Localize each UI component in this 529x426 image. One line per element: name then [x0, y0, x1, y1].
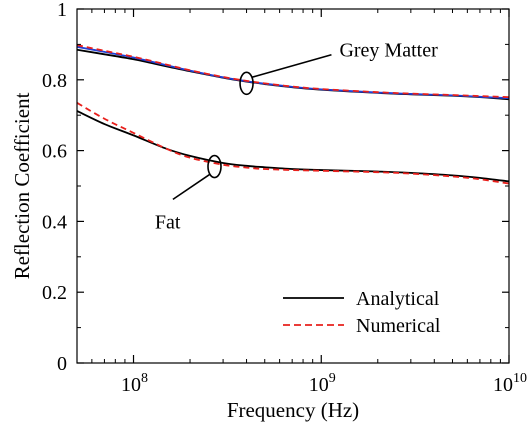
series-grey-matter-numerical	[76, 44, 510, 99]
annotation-leader-fat	[172, 173, 210, 201]
y-tick-label: 0.2	[42, 282, 67, 304]
y-tick-label: 0.4	[42, 211, 67, 233]
annotation-layer: Grey Matter Fat	[155, 40, 438, 234]
series-fat-numerical	[76, 102, 510, 185]
tick-layer: 0 0.2 0.4 0.6 0.8 1 108 109 1010	[42, 0, 527, 396]
annotation-label-fat: Fat	[155, 211, 181, 233]
y-axis-label: Reflection Coefficient	[10, 92, 34, 279]
plot-frame	[76, 8, 510, 364]
series-grey-matter-analytical	[76, 48, 510, 101]
series-fat-analytical	[76, 110, 510, 183]
annotation-label-grey-matter: Grey Matter	[339, 40, 438, 62]
annotation-ellipse-fat	[207, 154, 222, 179]
x-tick-label: 1010	[493, 371, 527, 396]
legend: Analytical Numerical	[283, 288, 441, 337]
y-tick-label: 1	[57, 0, 67, 21]
series-layer	[76, 44, 510, 185]
x-tick-label: 109	[309, 371, 336, 396]
legend-label-numerical: Numerical	[356, 315, 441, 337]
annotation-ellipse-grey-matter	[239, 71, 254, 96]
x-tick-label: 108	[121, 371, 148, 396]
y-tick-label: 0.8	[42, 70, 67, 92]
annotation-leader-grey-matter	[251, 53, 332, 79]
series-grey-matter-blue-overlay	[76, 45, 510, 100]
legend-label-analytical: Analytical	[356, 288, 440, 310]
y-tick-label: 0.6	[42, 141, 67, 163]
x-axis-label: Frequency (Hz)	[227, 398, 359, 422]
y-tick-label: 0	[57, 353, 67, 375]
